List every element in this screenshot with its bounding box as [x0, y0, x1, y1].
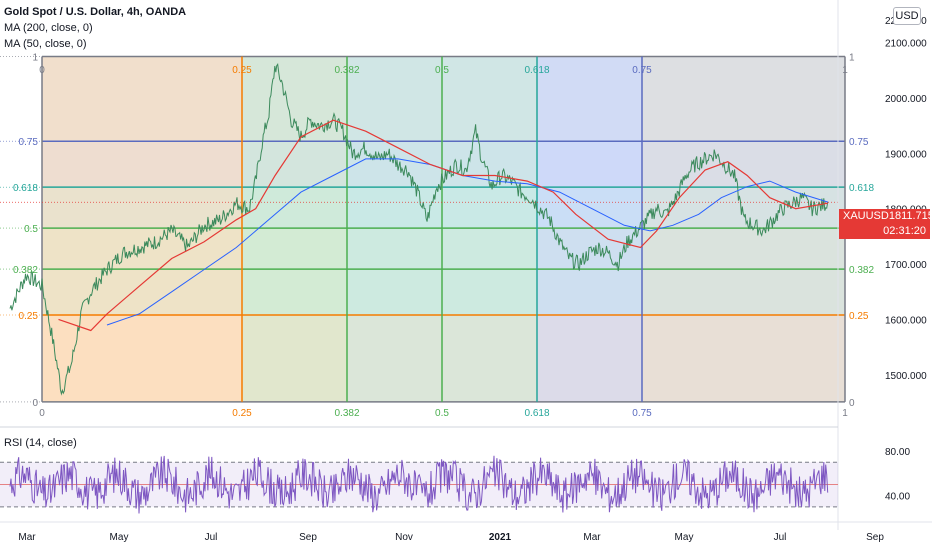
fib-zone-label-bottom: 1 — [842, 408, 848, 419]
fib-level-label-left: 0 — [32, 398, 38, 409]
fib-time-zone — [242, 56, 347, 402]
fib-time-zone — [442, 56, 537, 402]
price-tick-label: 1500.000 — [885, 371, 927, 382]
fib-level-label-right: 0 — [849, 398, 855, 409]
time-tick-label: Jul — [205, 532, 218, 543]
fib-price-band — [42, 141, 845, 188]
price-tag-price: 1811.715 — [888, 210, 932, 222]
time-tick-label: Mar — [583, 532, 601, 543]
fib-time-zone — [347, 56, 442, 402]
time-tick-label: May — [110, 532, 129, 543]
price-tick-label: 1700.000 — [885, 260, 927, 271]
fib-level-label-left: 1 — [32, 53, 38, 64]
fib-level-label-right: 0.382 — [849, 265, 874, 276]
price-tag-ticker: XAUUSD — [843, 210, 889, 222]
ma200-line — [106, 158, 829, 326]
fib-zone-label-bottom: 0.382 — [334, 408, 359, 419]
fib-labels: 000.250.250.3820.3820.50.50.6180.6180.75… — [13, 53, 874, 419]
legend-symbol[interactable]: Gold Spot / U.S. Dollar, 4h, OANDA — [4, 6, 186, 18]
fib-price-band — [42, 269, 845, 316]
fib-zone-label-top: 0.618 — [524, 65, 549, 76]
fib-zone-label-top: 0.75 — [632, 65, 652, 76]
fib-zone-label-top: 1 — [842, 65, 848, 76]
price-tick-label: 2100.000 — [885, 39, 927, 50]
legend-ma50-text: MA (50, close, 0) — [4, 38, 87, 50]
fib-zone-label-bottom: 0.618 — [524, 408, 549, 419]
time-tick-label: Nov — [395, 532, 413, 543]
fib-zone-label-top: 0.5 — [435, 65, 449, 76]
legend-ma200-text: MA (200, close, 0) — [4, 22, 93, 34]
fib-level-label-right: 0.75 — [849, 137, 869, 148]
rsi-tick-label: 80.00 — [885, 447, 910, 458]
fib-grid-lines — [0, 55, 846, 403]
fib-zone-label-top: 0.25 — [232, 65, 252, 76]
price-tag-countdown: 02:31:20 — [883, 225, 926, 237]
rsi-tick-label: 40.00 — [885, 492, 910, 503]
fib-level-label-left: 0.382 — [13, 265, 38, 276]
fib-zone-label-bottom: 0.25 — [232, 408, 252, 419]
legend-ma50[interactable]: MA (50, close, 0) — [4, 38, 87, 50]
fib-level-label-right: 0.618 — [849, 183, 874, 194]
fib-price-band — [42, 56, 845, 142]
time-tick-label: Mar — [18, 532, 36, 543]
time-tick-label: May — [675, 532, 694, 543]
fib-level-label-left: 0.25 — [19, 311, 39, 322]
fib-zone-label-top: 0.382 — [334, 65, 359, 76]
time-tick-label: Jul — [774, 532, 787, 543]
fib-price-band — [42, 187, 845, 229]
time-axis: Mar May Jul Sep Nov 2021 Mar May Jul Sep — [0, 521, 932, 543]
price-tag: XAUUSD 1811.715 02:31:20 — [839, 209, 932, 239]
fib-price-band — [42, 315, 845, 402]
price-tick-label: 1600.000 — [885, 315, 927, 326]
price-line — [9, 62, 829, 396]
fib-zone-label-top: 0 — [39, 65, 45, 76]
rsi-legend-text: RSI (14, close) — [4, 437, 77, 449]
price-series — [0, 62, 838, 396]
time-tick-label: 2021 — [489, 532, 512, 543]
time-tick-label: Sep — [866, 532, 884, 543]
fib-time-zone — [642, 56, 845, 402]
fib-zones — [42, 56, 845, 402]
fib-level-label-right: 1 — [849, 53, 855, 64]
legend-symbol-text: Gold Spot / U.S. Dollar, 4h, OANDA — [4, 6, 187, 18]
time-tick-label: Sep — [299, 532, 317, 543]
fib-time-zone — [42, 56, 242, 402]
ma50-line — [58, 119, 829, 332]
fib-zone-label-bottom: 0.75 — [632, 408, 652, 419]
fib-level-label-left: 0.618 — [13, 183, 38, 194]
currency-badge[interactable]: USD — [893, 7, 921, 25]
fib-zone-label-bottom: 0.5 — [435, 408, 449, 419]
rsi-line — [9, 455, 829, 514]
fib-zone-label-bottom: 0 — [39, 408, 45, 419]
fib-level-label-left: 0.5 — [24, 224, 38, 235]
price-tick-label: 1900.000 — [885, 149, 927, 160]
fib-level-label-left: 0.75 — [19, 137, 39, 148]
rsi-legend[interactable]: RSI (14, close) — [4, 437, 77, 449]
rsi-pane: 40.00 80.00 — [0, 426, 910, 514]
legend-ma200[interactable]: MA (200, close, 0) — [4, 22, 93, 34]
fib-level-label-right: 0.25 — [849, 311, 869, 322]
price-tick-label: 2000.000 — [885, 94, 927, 105]
